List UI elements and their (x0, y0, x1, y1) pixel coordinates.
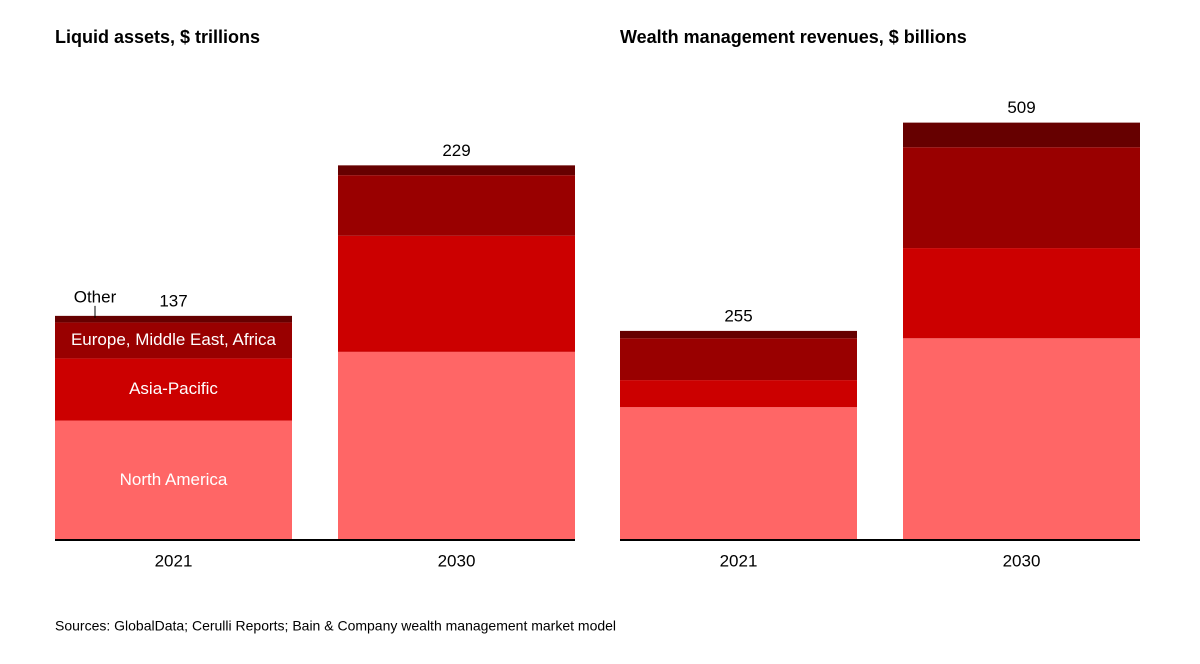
bar-segment (55, 315, 292, 323)
bar-segment (55, 322, 292, 359)
x-tick-label: 2030 (438, 551, 476, 570)
bar-segment (338, 235, 575, 352)
bar-segment (338, 351, 575, 540)
total-label: 255 (724, 306, 752, 325)
bar-segment (620, 338, 857, 381)
bar-segment (620, 330, 857, 339)
bar-segment (903, 122, 1140, 148)
bar-segment (338, 175, 575, 236)
bar-segment (903, 338, 1140, 540)
bar-segment (55, 420, 292, 540)
bar-segment (620, 380, 857, 408)
bar-segment (338, 165, 575, 176)
total-label: 509 (1007, 98, 1035, 117)
bar-segment (620, 407, 857, 540)
bar-segment (903, 147, 1140, 249)
chart-title: Wealth management revenues, $ billions (620, 27, 967, 47)
segment-label: Europe, Middle East, Africa (71, 330, 277, 349)
x-tick-label: 2021 (155, 551, 193, 570)
segment-label: Asia-Pacific (129, 379, 218, 398)
bar-segment (55, 358, 292, 421)
x-tick-label: 2021 (720, 551, 758, 570)
segment-label: Other (74, 287, 117, 306)
segment-label: North America (120, 470, 228, 489)
total-label: 229 (442, 141, 470, 160)
x-tick-label: 2030 (1003, 551, 1041, 570)
chart-title: Liquid assets, $ trillions (55, 27, 260, 47)
bar-segment (903, 248, 1140, 339)
total-label: 137 (159, 291, 187, 310)
source-note: Sources: GlobalData; Cerulli Reports; Ba… (55, 618, 616, 634)
